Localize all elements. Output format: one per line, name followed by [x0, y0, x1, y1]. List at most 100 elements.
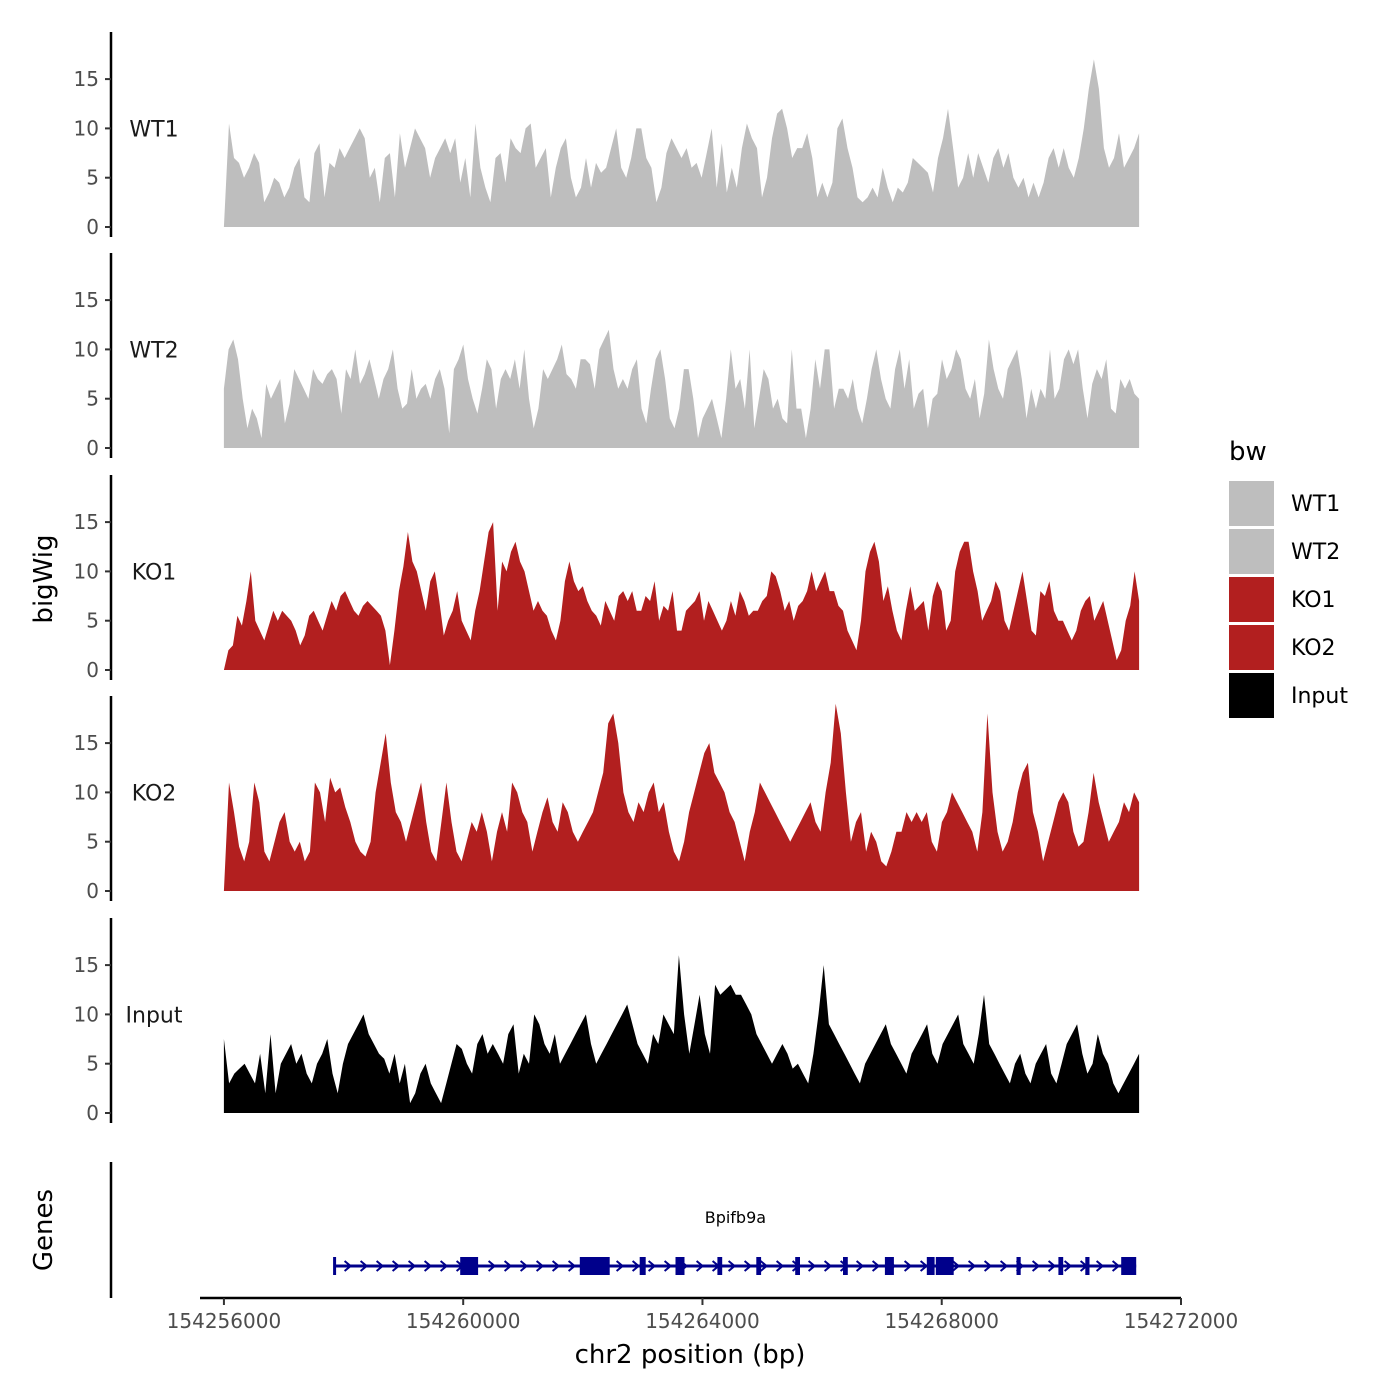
y-tick-label: 10 [74, 116, 99, 140]
y-tick-label: 5 [86, 830, 99, 854]
strand-arrow [1047, 1260, 1057, 1272]
track-input: 0 5 10 15 Input [74, 918, 1140, 1125]
legend-key-ko2 [1229, 625, 1274, 670]
track-ko1: 0 5 10 15 KO1 [74, 475, 1140, 682]
strand-arrow [871, 1260, 881, 1272]
y-tick-label: 10 [74, 1002, 99, 1026]
strand-arrow [759, 1260, 769, 1272]
strand-arrow [855, 1260, 865, 1272]
legend-label: KO2 [1291, 636, 1336, 661]
strand-arrow [727, 1260, 737, 1272]
gene-exon [1016, 1257, 1021, 1275]
y-tick-label: 5 [86, 609, 99, 633]
gene-exon [639, 1257, 646, 1275]
track-label: WT2 [129, 338, 178, 363]
gene-exon [1085, 1257, 1090, 1275]
gene-exon [675, 1257, 685, 1275]
strand-arrow [1031, 1260, 1041, 1272]
legend-key-ko1 [1229, 577, 1274, 622]
strand-arrow [919, 1260, 929, 1272]
track-ko2: 0 5 10 15 KO2 [74, 696, 1140, 903]
signal-area-ko1 [223, 522, 1140, 670]
legend: bw WT1 WT2 KO1 KO2 Input [1229, 437, 1348, 718]
gene-name-label: Bpifb9a [705, 1208, 766, 1227]
strand-arrow [1095, 1260, 1105, 1272]
gene-exon [884, 1257, 894, 1275]
strand-arrow [407, 1260, 417, 1272]
legend-label: Input [1291, 684, 1348, 709]
strand-arrow [647, 1260, 657, 1272]
gene-exon [579, 1257, 610, 1275]
legend-label: WT1 [1291, 492, 1340, 517]
y-tick-label: 15 [74, 953, 99, 977]
strand-arrow [519, 1260, 529, 1272]
y-tick-label: 0 [86, 879, 99, 903]
strand-arrow [903, 1260, 913, 1272]
signal-area-wt1 [223, 59, 1140, 228]
strand-arrow [535, 1260, 545, 1272]
strand-arrow [823, 1260, 833, 1272]
x-tick-label: 154268000 [884, 1309, 999, 1333]
strand-arrow [775, 1260, 785, 1272]
y-tick-label: 15 [74, 67, 99, 91]
x-axis-label: chr2 position (bp) [575, 1340, 806, 1370]
strand-arrow [1063, 1260, 1073, 1272]
gene-exon [460, 1257, 479, 1275]
gene-exon [843, 1257, 848, 1275]
genes-track-label: Genes [29, 1189, 59, 1271]
gene-exon [717, 1257, 723, 1275]
strand-arrow [967, 1260, 977, 1272]
strand-arrow [1111, 1260, 1121, 1272]
strand-arrow [423, 1260, 433, 1272]
gene-exon [795, 1257, 800, 1275]
y-tick-label: 0 [86, 215, 99, 239]
strand-arrow [615, 1260, 625, 1272]
legend-label: WT2 [1291, 540, 1340, 565]
gene-exon [1058, 1257, 1064, 1275]
legend-label: KO1 [1291, 588, 1336, 613]
strand-arrow [695, 1260, 705, 1272]
y-tick-label: 15 [74, 731, 99, 755]
strand-arrow [375, 1260, 385, 1272]
strand-arrow [343, 1260, 353, 1272]
legend-key-input [1229, 673, 1274, 718]
strand-arrow [551, 1260, 561, 1272]
y-tick-label: 0 [86, 658, 99, 682]
strand-arrow [983, 1260, 993, 1272]
track-wt1: 0 5 10 15 WT1 [74, 32, 1140, 239]
y-tick-label: 5 [86, 166, 99, 190]
y-tick-label: 5 [86, 387, 99, 411]
y-tick-label: 10 [74, 337, 99, 361]
strand-arrow [951, 1260, 961, 1272]
strand-arrow [567, 1260, 577, 1272]
gene-model [333, 1257, 1137, 1275]
x-tick-label: 154272000 [1124, 1309, 1239, 1333]
legend-title: bw [1229, 437, 1267, 467]
strand-arrow [807, 1260, 817, 1272]
y-tick-label: 5 [86, 1052, 99, 1076]
gene-exon [756, 1257, 762, 1275]
strand-arrow [631, 1260, 641, 1272]
genes-track: Genes Bpifb9a [29, 1162, 1137, 1298]
signal-area-ko2 [223, 703, 1140, 891]
y-tick-label: 10 [74, 780, 99, 804]
y-tick-label: 15 [74, 288, 99, 312]
track-label: WT1 [129, 117, 178, 142]
signal-area-wt2 [223, 329, 1140, 448]
signal-area-input [223, 955, 1140, 1113]
x-tick-label: 154264000 [645, 1309, 760, 1333]
track-label: Input [126, 1003, 183, 1028]
x-axis: 154256000 154260000 154264000 154268000 1542… [167, 1296, 1239, 1333]
strand-arrow [487, 1260, 497, 1272]
strand-arrow [439, 1260, 449, 1272]
track-wt2: 0 5 10 15 WT2 [74, 253, 1140, 460]
gene-exon [926, 1257, 935, 1275]
strand-arrow [999, 1260, 1009, 1272]
gene-exon [935, 1257, 954, 1275]
x-tick-label: 154260000 [406, 1309, 521, 1333]
track-label: KO1 [132, 560, 177, 585]
gene-exon [1121, 1257, 1137, 1275]
y-tick-label: 15 [74, 510, 99, 534]
